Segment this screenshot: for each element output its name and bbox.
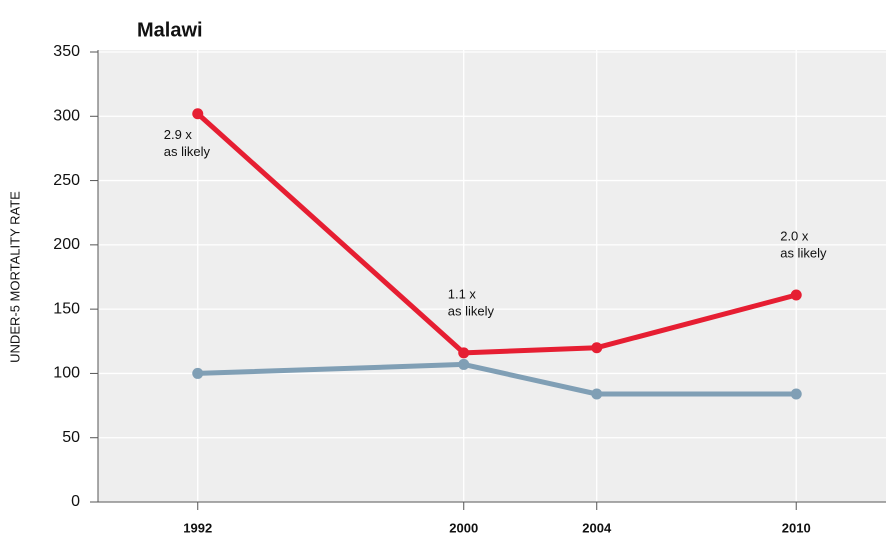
data-point (790, 388, 802, 400)
data-point (192, 108, 204, 120)
x-tick-label: 2004 (582, 520, 612, 535)
y-tick-label: 350 (53, 43, 80, 60)
plot-background (98, 50, 886, 502)
y-axis-label: UNDER-5 MORTALITY RATE (7, 191, 22, 363)
y-tick-label: 200 (53, 236, 80, 253)
data-point (591, 342, 603, 354)
y-tick-label: 50 (62, 429, 80, 446)
data-point (790, 289, 802, 301)
y-tick-label: 250 (53, 172, 80, 189)
series-line (197, 361, 797, 397)
chart-title: Malawi (137, 19, 203, 41)
annotation: 2.0 x (780, 228, 809, 243)
y-tick-label: 0 (71, 493, 80, 510)
annotation: 2.9 x (164, 127, 193, 142)
annotation: as likely (448, 303, 495, 318)
annotation: 1.1 x (448, 286, 477, 301)
x-tick-label: 2000 (449, 520, 478, 535)
data-point (591, 388, 603, 400)
annotation: as likely (164, 144, 211, 159)
y-tick-label: 150 (53, 300, 80, 317)
y-tick-label: 100 (53, 365, 80, 382)
annotation: as likely (780, 245, 827, 260)
x-tick-label: 1992 (183, 520, 212, 535)
y-tick-label: 300 (53, 108, 80, 125)
data-point (458, 347, 470, 359)
data-point (458, 358, 470, 370)
data-point (192, 367, 204, 379)
x-tick-label: 2010 (782, 520, 811, 535)
series-line (196, 111, 797, 356)
